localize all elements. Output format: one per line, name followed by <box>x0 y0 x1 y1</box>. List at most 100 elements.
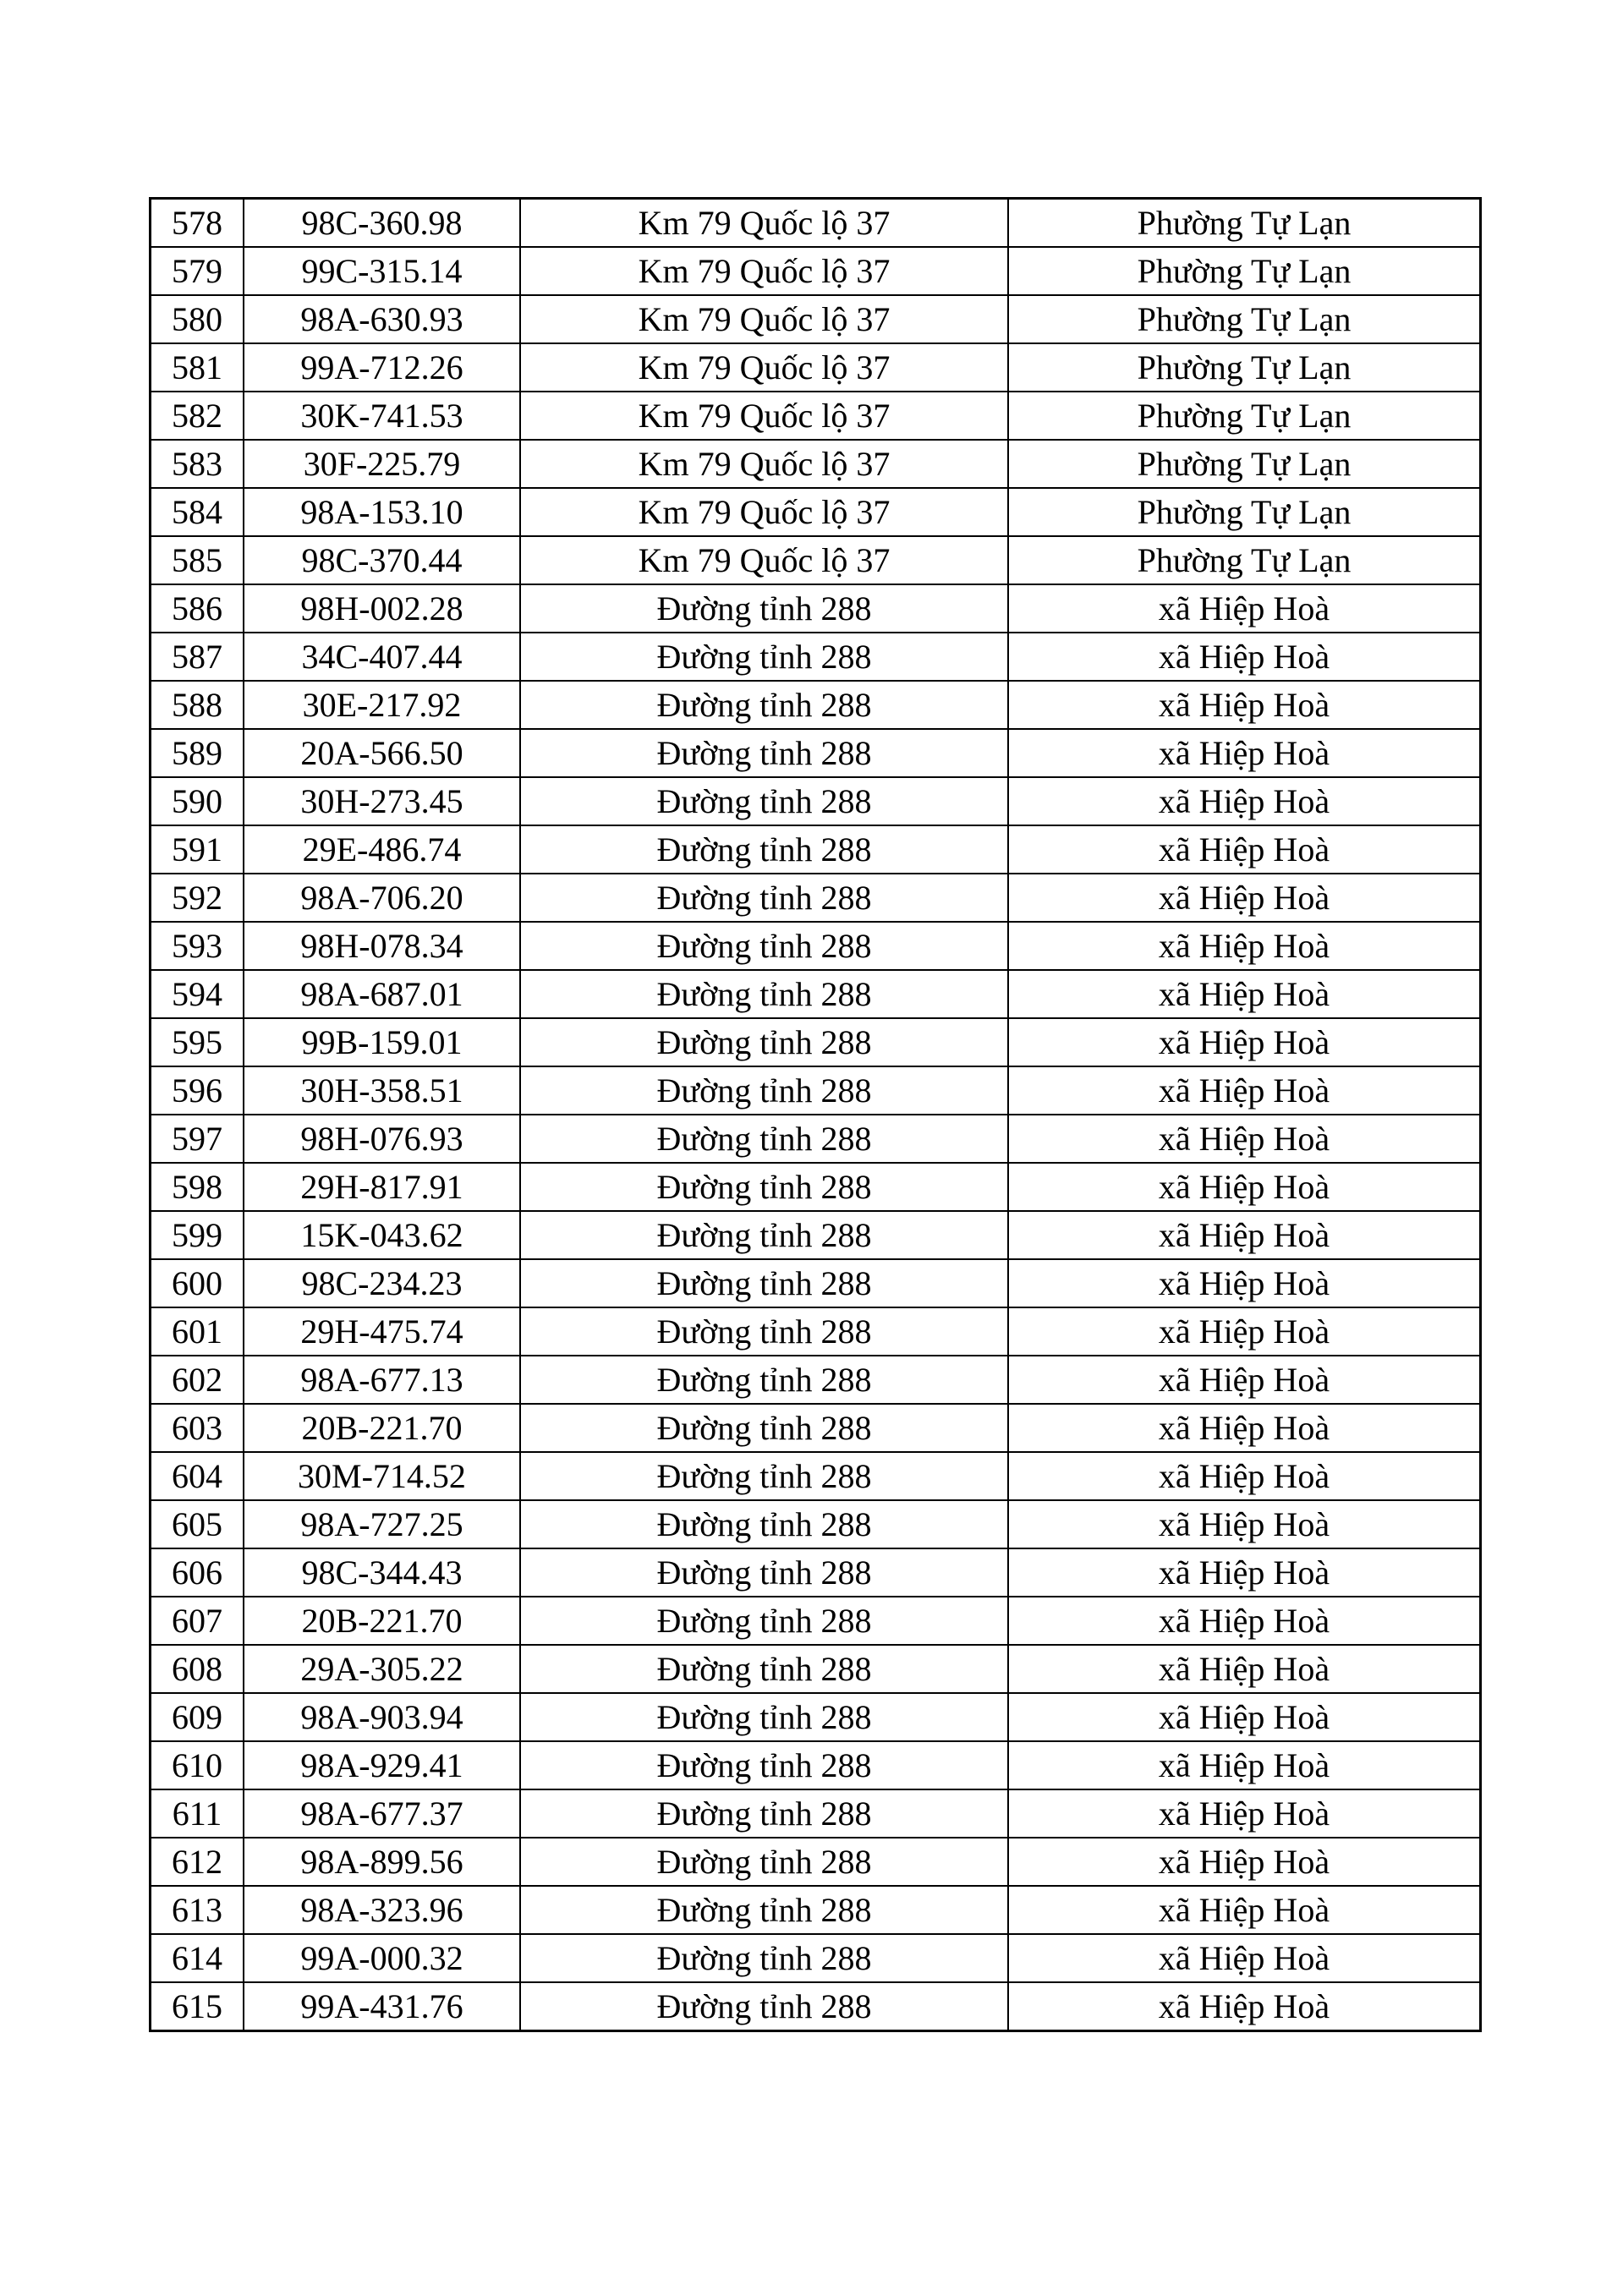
table-row: 581 99A-712.26 Km 79 Quốc lộ 37 Phường Tự L… <box>149 342 1482 392</box>
location-cell: Km 79 Quốc lộ 37 <box>519 439 1009 489</box>
location-cell: Đường tỉnh 288 <box>519 728 1009 778</box>
license-plate-cell: 30H-358.51 <box>243 1066 521 1115</box>
license-plate-cell: 99A-000.32 <box>243 1933 521 1983</box>
ward-cell: xã Hiệp Hoà <box>1007 873 1482 923</box>
table-row: 594 98A-687.01 Đường tỉnh 288 xã Hiệp Hoà <box>149 969 1482 1019</box>
ward-cell: xã Hiệp Hoà <box>1007 728 1482 778</box>
license-plate-cell: 29H-817.91 <box>243 1162 521 1212</box>
license-plate-cell: 98H-078.34 <box>243 921 521 971</box>
table-row: 579 99C-315.14 Km 79 Quốc lộ 37 Phường Tự L… <box>149 246 1482 296</box>
location-cell: Đường tỉnh 288 <box>519 1644 1009 1694</box>
row-number-cell: 609 <box>149 1692 244 1742</box>
license-plate-cell: 98C-234.23 <box>243 1258 521 1308</box>
location-cell: Đường tỉnh 288 <box>519 825 1009 874</box>
ward-cell: Phường Tự Lạn <box>1007 391 1482 441</box>
row-number-cell: 592 <box>149 873 244 923</box>
location-cell: Km 79 Quốc lộ 37 <box>519 197 1009 248</box>
table-row: 604 30M-714.52 Đường tỉnh 288 xã Hiệp Hoà <box>149 1451 1482 1501</box>
location-cell: Đường tỉnh 288 <box>519 1210 1009 1260</box>
row-number-cell: 614 <box>149 1933 244 1983</box>
license-plate-cell: 98C-370.44 <box>243 535 521 585</box>
table-row: 580 98A-630.93 Km 79 Quốc lộ 37 Phường Tự L… <box>149 294 1482 344</box>
license-plate-cell: 98A-706.20 <box>243 873 521 923</box>
ward-cell: xã Hiệp Hoà <box>1007 1066 1482 1115</box>
location-cell: Km 79 Quốc lộ 37 <box>519 294 1009 344</box>
location-cell: Km 79 Quốc lộ 37 <box>519 246 1009 296</box>
table-row: 609 98A-903.94 Đường tỉnh 288 xã Hiệp Hoà <box>149 1692 1482 1742</box>
location-cell: Đường tỉnh 288 <box>519 969 1009 1019</box>
location-cell: Đường tỉnh 288 <box>519 680 1009 730</box>
ward-cell: xã Hiệp Hoà <box>1007 921 1482 971</box>
row-number-cell: 595 <box>149 1017 244 1067</box>
license-plate-cell: 29A-305.22 <box>243 1644 521 1694</box>
ward-cell: Phường Tự Lạn <box>1007 487 1482 537</box>
location-cell: Đường tỉnh 288 <box>519 1548 1009 1597</box>
row-number-cell: 581 <box>149 342 244 392</box>
location-cell: Đường tỉnh 288 <box>519 1740 1009 1790</box>
table-row: 615 99A-431.76 Đường tỉnh 288 xã Hiệp Hoà <box>149 1981 1482 2032</box>
ward-cell: xã Hiệp Hoà <box>1007 1017 1482 1067</box>
license-plate-cell: 98H-076.93 <box>243 1114 521 1164</box>
ward-cell: Phường Tự Lạn <box>1007 439 1482 489</box>
ward-cell: xã Hiệp Hoà <box>1007 1451 1482 1501</box>
table-row: 592 98A-706.20 Đường tỉnh 288 xã Hiệp Hoà <box>149 873 1482 923</box>
table-row: 610 98A-929.41 Đường tỉnh 288 xã Hiệp Hoà <box>149 1740 1482 1790</box>
ward-cell: xã Hiệp Hoà <box>1007 1933 1482 1983</box>
ward-cell: xã Hiệp Hoà <box>1007 1114 1482 1164</box>
license-plate-cell: 20A-566.50 <box>243 728 521 778</box>
table-row: 600 98C-234.23 Đường tỉnh 288 xã Hiệp Hoà <box>149 1258 1482 1308</box>
row-number-cell: 591 <box>149 825 244 874</box>
license-plate-cell: 98A-727.25 <box>243 1499 521 1549</box>
table-row: 612 98A-899.56 Đường tỉnh 288 xã Hiệp Hoà <box>149 1837 1482 1887</box>
location-cell: Km 79 Quốc lộ 37 <box>519 391 1009 441</box>
ward-cell: xã Hiệp Hoà <box>1007 1403 1482 1453</box>
ward-cell: xã Hiệp Hoà <box>1007 1644 1482 1694</box>
license-plate-cell: 98C-344.43 <box>243 1548 521 1597</box>
ward-cell: xã Hiệp Hoà <box>1007 969 1482 1019</box>
ward-cell: xã Hiệp Hoà <box>1007 680 1482 730</box>
table-row: 614 99A-000.32 Đường tỉnh 288 xã Hiệp Hoà <box>149 1933 1482 1983</box>
ward-cell: xã Hiệp Hoà <box>1007 1596 1482 1646</box>
table-row: 595 99B-159.01 Đường tỉnh 288 xã Hiệp Hoà <box>149 1017 1482 1067</box>
row-number-cell: 608 <box>149 1644 244 1694</box>
license-plate-cell: 98C-360.98 <box>243 197 521 248</box>
table-row: 593 98H-078.34 Đường tỉnh 288 xã Hiệp Hoà <box>149 921 1482 971</box>
license-plate-cell: 29H-475.74 <box>243 1307 521 1356</box>
license-plate-cell: 30E-217.92 <box>243 680 521 730</box>
table-row: 597 98H-076.93 Đường tỉnh 288 xã Hiệp Hoà <box>149 1114 1482 1164</box>
table-row: 582 30K-741.53 Km 79 Quốc lộ 37 Phường Tự L… <box>149 391 1482 441</box>
row-number-cell: 590 <box>149 776 244 826</box>
row-number-cell: 578 <box>149 197 244 248</box>
ward-cell: xã Hiệp Hoà <box>1007 1981 1482 2032</box>
row-number-cell: 600 <box>149 1258 244 1308</box>
ward-cell: xã Hiệp Hoà <box>1007 1258 1482 1308</box>
license-plate-cell: 98A-929.41 <box>243 1740 521 1790</box>
location-cell: Km 79 Quốc lộ 37 <box>519 487 1009 537</box>
row-number-cell: 605 <box>149 1499 244 1549</box>
location-cell: Đường tỉnh 288 <box>519 1596 1009 1646</box>
row-number-cell: 579 <box>149 246 244 296</box>
row-number-cell: 606 <box>149 1548 244 1597</box>
ward-cell: xã Hiệp Hoà <box>1007 1740 1482 1790</box>
ward-cell: xã Hiệp Hoà <box>1007 825 1482 874</box>
ward-cell: xã Hiệp Hoà <box>1007 1499 1482 1549</box>
ward-cell: xã Hiệp Hoà <box>1007 1692 1482 1742</box>
license-plate-cell: 98A-323.96 <box>243 1885 521 1935</box>
location-cell: Đường tỉnh 288 <box>519 1837 1009 1887</box>
table-row: 608 29A-305.22 Đường tỉnh 288 xã Hiệp Hoà <box>149 1644 1482 1694</box>
location-cell: Đường tỉnh 288 <box>519 1258 1009 1308</box>
ward-cell: xã Hiệp Hoà <box>1007 1307 1482 1356</box>
row-number-cell: 584 <box>149 487 244 537</box>
location-cell: Đường tỉnh 288 <box>519 632 1009 682</box>
row-number-cell: 582 <box>149 391 244 441</box>
license-plate-cell: 98H-002.28 <box>243 584 521 633</box>
location-cell: Đường tỉnh 288 <box>519 1789 1009 1838</box>
row-number-cell: 601 <box>149 1307 244 1356</box>
ward-cell: xã Hiệp Hoà <box>1007 1885 1482 1935</box>
row-number-cell: 607 <box>149 1596 244 1646</box>
location-cell: Đường tỉnh 288 <box>519 1933 1009 1983</box>
row-number-cell: 583 <box>149 439 244 489</box>
location-cell: Đường tỉnh 288 <box>519 776 1009 826</box>
license-plate-cell: 20B-221.70 <box>243 1403 521 1453</box>
ward-cell: Phường Tự Lạn <box>1007 342 1482 392</box>
